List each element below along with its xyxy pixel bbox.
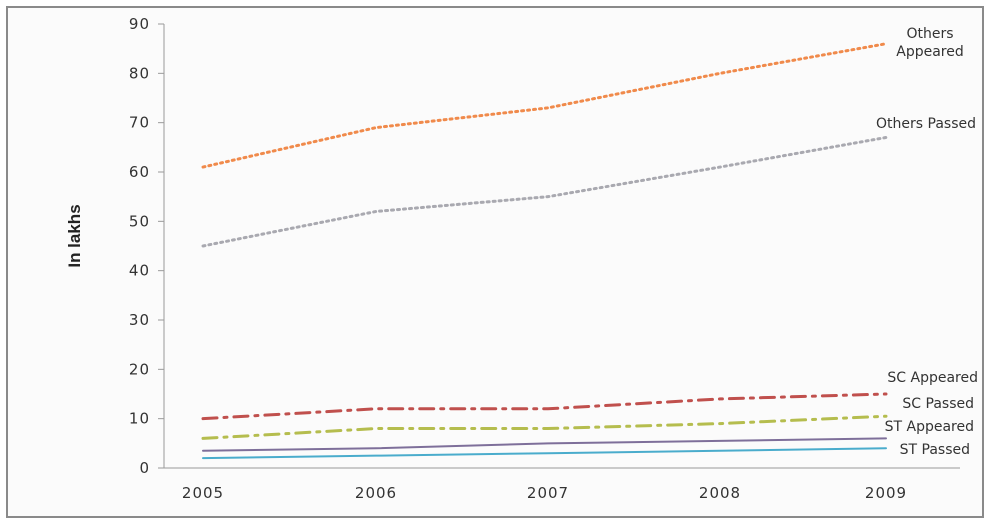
y-tick-label: 0 [139, 459, 150, 477]
series-label-st-appeared: ST Appeared [885, 419, 974, 435]
y-tick-label: 90 [129, 15, 150, 33]
y-tick-label: 10 [129, 410, 150, 428]
chart-frame [6, 6, 984, 518]
y-tick-label: 40 [129, 262, 150, 280]
series-line-sc-appeared [201, 392, 888, 421]
x-ticks: 2005 2006 2007 2008 2009 [182, 484, 907, 502]
y-ticks: 0 10 20 30 40 50 60 70 80 90 [129, 15, 164, 477]
series-label-sc-passed: SC Passed [902, 396, 974, 412]
series-lines [201, 42, 888, 460]
series-line-st-passed [202, 447, 887, 460]
x-tick-label: 2007 [527, 484, 569, 502]
y-tick-label: 30 [129, 311, 150, 329]
series-label-others-passed: Others Passed [876, 116, 976, 132]
y-tick-label: 70 [129, 114, 150, 132]
y-tick-label: 80 [129, 64, 150, 82]
series-line-sc-passed [201, 414, 888, 440]
series-label-sc-appeared: SC Appeared [887, 370, 978, 386]
y-tick-label: 60 [129, 163, 150, 181]
series-label-st-passed: ST Passed [900, 442, 970, 458]
y-tick-label: 20 [129, 360, 150, 378]
series-line-others-passed [201, 135, 888, 248]
series-label-others-appeared: Others Appeared [896, 26, 964, 60]
y-tick-label: 50 [129, 212, 150, 230]
x-tick-label: 2008 [699, 484, 741, 502]
x-tick-label: 2005 [182, 484, 224, 502]
y-axis-label: In lakhs [65, 204, 84, 267]
axes: 0 10 20 30 40 50 60 70 80 90 2005 2006 2007 2008 2009 [129, 15, 960, 502]
x-tick-label: 2009 [865, 484, 907, 502]
series-line-others-appeared [201, 42, 888, 169]
series-labels: Others Appeared Others Passed SC Appeared SC… [876, 26, 978, 458]
series-line-st-appeared [202, 437, 887, 452]
x-tick-label: 2006 [355, 484, 397, 502]
